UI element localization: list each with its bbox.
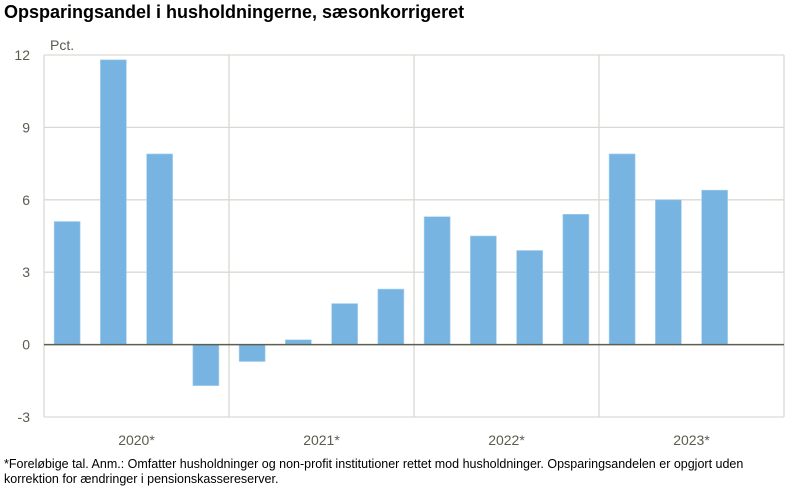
bar [655, 199, 682, 345]
x-tick-label: 2021* [303, 432, 340, 448]
bar [516, 250, 543, 345]
y-tick-label: 12 [14, 47, 30, 63]
axes: -3 0 3 6 9 12 2020* 2021* 2022* 2023* [14, 47, 784, 448]
bar [423, 216, 451, 345]
y-tick-label: 0 [22, 337, 30, 353]
x-tick-label: 2022* [488, 432, 525, 448]
bar [562, 213, 590, 345]
y-tick-label: 3 [22, 264, 30, 280]
bar [608, 153, 636, 345]
y-tick-label: 6 [22, 192, 30, 208]
bar-chart: -3 0 3 6 9 12 2020* 2021* 2022* 2023* Pct. [14, 37, 785, 448]
chart-title: Opsparingsandel i husholdningerne, sæson… [4, 2, 465, 22]
bar [192, 344, 220, 386]
bar [377, 288, 405, 345]
bar [53, 221, 81, 345]
bar [331, 303, 358, 345]
y-tick-label: -3 [18, 409, 31, 425]
x-tick-label: 2020* [118, 432, 155, 448]
footnote: *Foreløbige tal. Anm.: Omfatter husholdn… [4, 457, 744, 486]
y-axis-label: Pct. [50, 37, 74, 53]
bar [146, 153, 173, 345]
x-tick-label: 2023* [673, 432, 710, 448]
bar [701, 189, 728, 345]
bar [100, 59, 127, 345]
bar [238, 344, 266, 362]
bar [470, 235, 497, 345]
y-tick-label: 9 [22, 119, 30, 135]
bars [53, 59, 728, 386]
